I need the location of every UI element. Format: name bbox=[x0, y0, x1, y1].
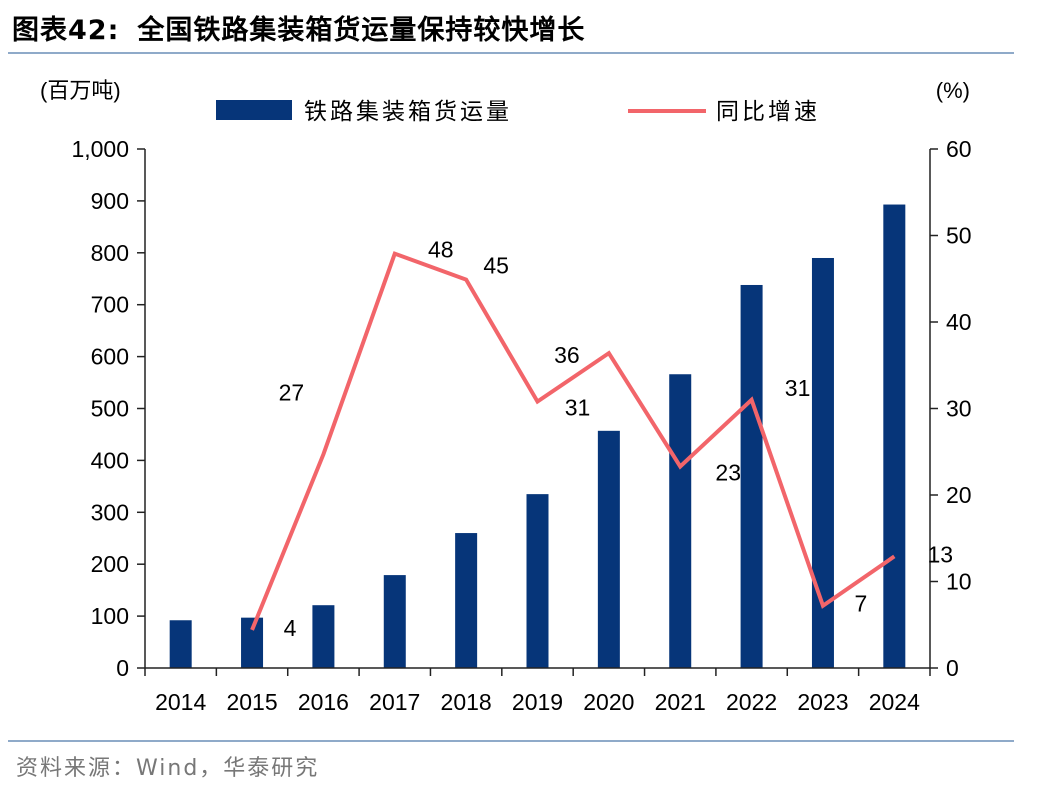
right-tick-label: 40 bbox=[946, 309, 972, 335]
left-tick-label: 100 bbox=[91, 603, 129, 629]
x-tick-label: 2022 bbox=[726, 689, 777, 715]
chart-axes: 0 100 200 300 400 500 600 700 800 900 1,000 0 10 20 30… bbox=[40, 78, 972, 715]
x-tick-label: 2014 bbox=[155, 689, 206, 715]
data-label-2015: 4 bbox=[284, 615, 297, 641]
bar-2016 bbox=[312, 605, 335, 668]
x-tick-label: 2019 bbox=[512, 689, 563, 715]
left-tick-label: 0 bbox=[116, 655, 129, 681]
left-tick-label: 300 bbox=[91, 499, 129, 525]
data-label-2021: 23 bbox=[715, 459, 741, 485]
bar-2015 bbox=[241, 617, 264, 668]
left-tick-label: 1,000 bbox=[71, 136, 129, 162]
x-tick-label: 2016 bbox=[298, 689, 349, 715]
right-tick-label: 60 bbox=[946, 136, 972, 162]
x-tick-label: 2024 bbox=[869, 689, 920, 715]
legend-bar-swatch bbox=[216, 100, 292, 120]
left-tick-label: 400 bbox=[91, 447, 129, 473]
x-tick-label: 2021 bbox=[655, 689, 706, 715]
data-label-2022: 31 bbox=[785, 375, 811, 401]
x-tick-label: 2020 bbox=[583, 689, 634, 715]
yoy-growth-line bbox=[250, 251, 896, 631]
right-axis-unit: (%) bbox=[936, 78, 970, 103]
figure-number: 图表42: bbox=[12, 15, 120, 46]
x-tick-label: 2023 bbox=[797, 689, 848, 715]
legend-bar-label: 铁路集装箱货运量 bbox=[304, 98, 512, 124]
data-label-2017: 48 bbox=[428, 237, 454, 263]
data-labels: 4 27 48 45 31 36 23 31 7 13 bbox=[279, 237, 954, 641]
figure-title-text: 全国铁路集装箱货运量保持较快增长 bbox=[137, 15, 586, 46]
left-axis-unit: (百万吨) bbox=[40, 78, 121, 103]
bar-2024 bbox=[883, 204, 906, 668]
chart-legend: 铁路集装箱货运量 同比增速 bbox=[216, 98, 820, 124]
data-label-2024: 13 bbox=[928, 541, 954, 567]
legend-line-label: 同比增速 bbox=[716, 98, 820, 124]
bar-2023 bbox=[811, 257, 834, 668]
data-label-2019: 31 bbox=[565, 395, 591, 421]
bar-2022 bbox=[740, 284, 763, 668]
left-tick-label: 800 bbox=[91, 240, 129, 266]
figure-title: 图表42: 全国铁路集装箱货运量保持较快增长 bbox=[12, 8, 585, 47]
data-label-2016: 27 bbox=[279, 379, 305, 405]
left-tick-label: 600 bbox=[91, 344, 129, 370]
x-tick-label: 2018 bbox=[441, 689, 492, 715]
title-rule bbox=[8, 52, 1014, 54]
bar-series bbox=[169, 204, 906, 668]
left-tick-label: 700 bbox=[91, 292, 129, 318]
data-label-2023: 7 bbox=[855, 591, 868, 617]
bar-2021 bbox=[669, 374, 692, 668]
bar-2019 bbox=[526, 494, 549, 668]
x-tick-label: 2017 bbox=[369, 689, 420, 715]
x-tick-label: 2015 bbox=[226, 689, 277, 715]
bar-2017 bbox=[383, 575, 406, 668]
source-rule bbox=[8, 740, 1014, 742]
left-tick-label: 500 bbox=[91, 396, 129, 422]
right-tick-label: 0 bbox=[946, 655, 959, 681]
right-tick-label: 20 bbox=[946, 482, 972, 508]
right-tick-label: 10 bbox=[946, 569, 972, 595]
left-tick-label: 900 bbox=[91, 188, 129, 214]
line-series bbox=[250, 251, 896, 631]
source-note: 资料来源：Wind，华泰研究 bbox=[16, 756, 320, 781]
right-tick-label: 30 bbox=[946, 396, 972, 422]
left-tick-label: 200 bbox=[91, 551, 129, 577]
bar-2020 bbox=[597, 430, 620, 668]
bar-2014 bbox=[169, 620, 192, 668]
data-label-2018: 45 bbox=[483, 253, 509, 279]
right-tick-label: 50 bbox=[946, 223, 972, 249]
bar-2018 bbox=[455, 533, 478, 668]
data-label-2020: 36 bbox=[554, 342, 580, 368]
